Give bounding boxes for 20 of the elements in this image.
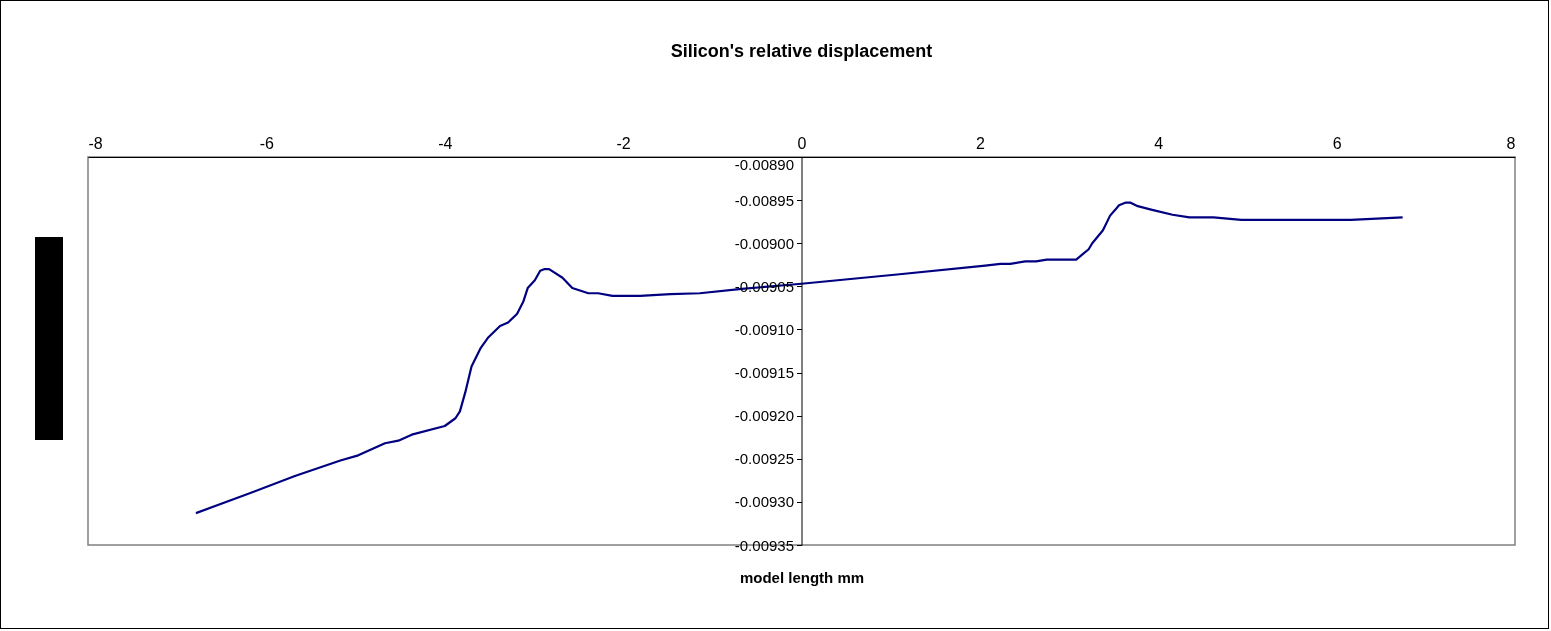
x-axis-title: model length mm xyxy=(739,568,865,586)
y-tick-label: -0.00935 xyxy=(734,536,794,554)
x-tick-label: 0 xyxy=(797,134,807,152)
x-tick-label: 2 xyxy=(975,134,985,152)
x-tick-label: 8 xyxy=(1506,134,1516,152)
x-tick-label: -2 xyxy=(616,134,631,152)
y-tick-label: -0.00920 xyxy=(734,407,794,425)
y-tick-label: -0.00915 xyxy=(734,364,794,382)
x-tick-label: -6 xyxy=(259,134,275,152)
y-tick-label: -0.00925 xyxy=(734,450,794,468)
y-tick-label: -0.00910 xyxy=(734,320,794,338)
x-tick-label: -8 xyxy=(88,134,103,152)
y-tick-label: -0.00900 xyxy=(734,234,794,252)
y-tick-label: -0.00930 xyxy=(734,493,794,511)
x-tick-label: -4 xyxy=(438,134,453,152)
y-tick-label: -0.00890 xyxy=(734,155,794,173)
x-tick-label: 6 xyxy=(1332,134,1342,152)
chart-title: Silicon's relative displacement xyxy=(670,41,933,61)
y-tick-label: -0.00895 xyxy=(734,191,794,209)
x-tick-label: 4 xyxy=(1154,134,1164,152)
